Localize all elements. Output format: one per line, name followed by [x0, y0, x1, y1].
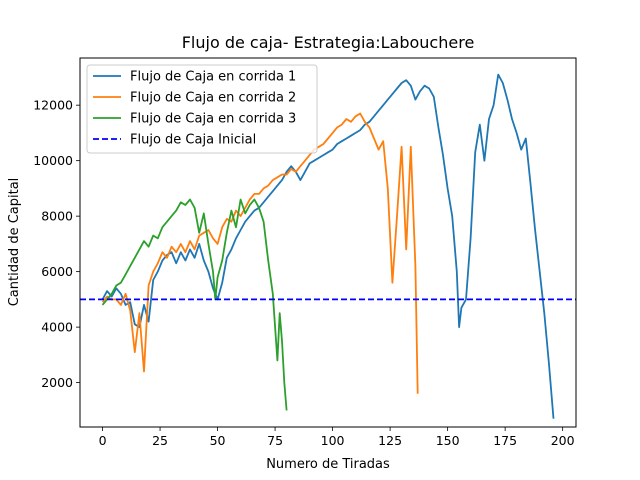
legend-label-3: Flujo de Caja en corrida 3 — [130, 112, 296, 127]
x-tick-label: 50 — [210, 433, 226, 448]
x-tick-label: 0 — [99, 433, 107, 448]
y-tick-label: 12000 — [33, 98, 73, 113]
x-tick-label: 200 — [551, 433, 575, 448]
x-tick-label: 75 — [267, 433, 283, 448]
x-tick-label: 175 — [493, 433, 517, 448]
plot-frame — [79, 57, 577, 428]
y-tick-label: 10000 — [33, 153, 73, 168]
chart-title: Flujo de caja- Estrategia:Labouchere — [182, 33, 475, 52]
y-tick-label: 4000 — [41, 320, 73, 335]
legend-label-4: Flujo de Caja Inicial — [130, 133, 256, 148]
y-tick-label: 6000 — [41, 264, 73, 279]
y-axis: 2000 4000 6000 8000 10000 12000 — [33, 98, 80, 390]
plot-lines — [80, 73, 576, 419]
y-tick-label: 2000 — [41, 375, 73, 390]
y-tick-label: 8000 — [41, 209, 73, 224]
series-line-1 — [101, 73, 555, 419]
x-tick-label: 100 — [321, 433, 345, 448]
y-axis-label: Cantidad de Capital — [7, 178, 22, 307]
series-line-2 — [101, 112, 419, 394]
legend-label-1: Flujo de Caja en corrida 1 — [130, 70, 296, 85]
series-line-3 — [101, 198, 288, 411]
legend: Flujo de Caja en corrida 1 Flujo de Caja … — [86, 64, 318, 154]
x-axis: 0 25 50 75 100 125 150 175 200 — [99, 427, 575, 448]
x-tick-label: 125 — [378, 433, 402, 448]
x-tick-label: 25 — [152, 433, 168, 448]
legend-label-2: Flujo de Caja en corrida 2 — [130, 91, 296, 106]
x-tick-label: 150 — [436, 433, 460, 448]
x-axis-label: Numero de Tiradas — [266, 457, 390, 472]
legend-box — [86, 64, 318, 154]
